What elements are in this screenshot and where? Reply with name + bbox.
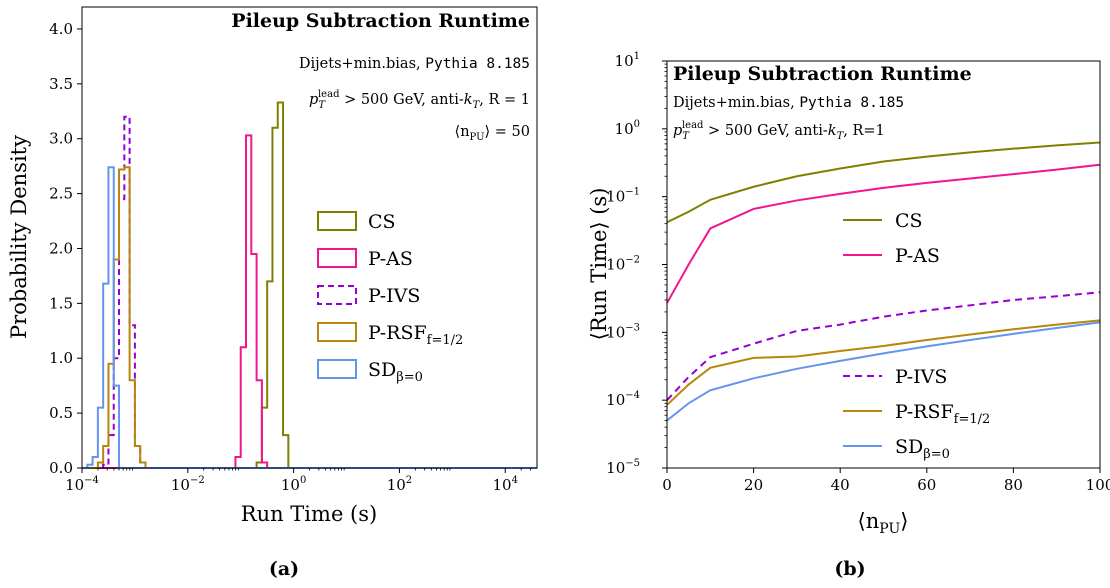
x-tick-label: 100 — [1086, 476, 1110, 494]
y-tick-label: 0.5 — [49, 404, 73, 422]
legend-swatch — [317, 248, 357, 268]
panel-b-annotation-line1: Dijets+min.bias, Pythia 8.185 — [673, 95, 904, 111]
legend-label: SDβ=0 — [368, 359, 423, 385]
x-tick-label: 100 — [281, 475, 306, 494]
histogram-series-0 — [82, 101, 537, 469]
panel-a-y-ticks: 0.0 0.5 1.0 1.5 2.0 2.5 3.0 3.5 4.0 — [49, 20, 82, 477]
y-tick-label: 2.0 — [49, 239, 73, 257]
y-tick-label: 0.0 — [49, 459, 73, 477]
x-tick-label: 60 — [917, 476, 936, 494]
legend-swatch — [317, 285, 357, 305]
panel-a-title: Pileup Subtraction Runtime — [231, 10, 530, 32]
panel-a-histogram-marks — [82, 101, 537, 469]
y-tick-label: 1.5 — [49, 294, 73, 312]
y-tick-label: 10−5 — [606, 458, 640, 477]
y-tick-label: 3.0 — [49, 130, 73, 148]
panel-b-line-chart: 0 20 40 60 80 100 10−510−410−310−210−1100101 … — [587, 51, 1110, 580]
legend-label: P-IVS — [895, 366, 947, 388]
line-series-3 — [666, 319, 1101, 406]
panel-a-x-ticks: 10−4 10−2 100 102 104 — [65, 468, 531, 494]
histogram-series-2 — [82, 115, 537, 469]
legend-label: SDβ=0 — [895, 436, 950, 462]
histogram-series-1 — [82, 134, 537, 469]
y-tick-label: 10−3 — [606, 322, 640, 341]
panel-b-x-axis-label: ⟨nPU⟩ — [858, 509, 909, 537]
panel-b-legend: CS P-AS P-IVS P-RSFf=1/2 SDβ=0 — [843, 210, 990, 462]
histogram-series-3 — [82, 166, 537, 469]
panel-b-title: Pileup Subtraction Runtime — [673, 63, 972, 85]
y-tick-label: 100 — [615, 119, 640, 138]
y-tick-label: 101 — [615, 51, 640, 70]
panel-a-histogram: 10−4 10−2 100 102 104 0.0 0.5 1.0 1.5 2.0 2.5 3.0 3… — [7, 6, 538, 580]
legend-label: P-IVS — [368, 285, 420, 307]
legend-swatch — [317, 322, 357, 342]
panel-a-annotation-line2: pTlead > 500 GeV, anti-kT, R = 1 — [309, 89, 530, 111]
x-tick-label: 40 — [831, 476, 850, 494]
legend-label: P-RSFf=1/2 — [895, 401, 990, 427]
y-tick-label: 1.0 — [49, 349, 73, 367]
y-tick-label: 4.0 — [49, 20, 73, 38]
panel-a-x-axis-label: Run Time (s) — [241, 502, 377, 526]
panel-b-line-marks — [666, 141, 1101, 422]
legend-label: CS — [368, 211, 396, 233]
panel-a-legend: CS P-AS P-IVS P-RSFf=1/2 SDβ=0 — [317, 211, 463, 385]
panel-a-y-axis-label: Probability Density — [7, 135, 31, 339]
legend-label: CS — [895, 210, 923, 232]
line-series-0 — [666, 141, 1101, 224]
legend-label: P-RSFf=1/2 — [368, 322, 463, 348]
x-tick-label: 10−2 — [171, 475, 205, 494]
x-tick-label: 0 — [662, 476, 672, 494]
legend-swatch — [317, 211, 357, 231]
panel-b-label: (b) — [834, 558, 865, 580]
panel-a-annotation-line3: ⟨nPU⟩ = 50 — [455, 124, 530, 143]
histogram-series-4 — [82, 166, 537, 469]
line-series-2 — [666, 291, 1101, 401]
x-tick-label: 104 — [493, 475, 518, 494]
panel-b-y-axis-label: ⟨Run Time⟩ (s) — [587, 188, 611, 341]
x-tick-label: 102 — [387, 475, 412, 494]
x-tick-label: 80 — [1004, 476, 1023, 494]
x-tick-label: 20 — [744, 476, 763, 494]
y-tick-label: 3.5 — [49, 75, 73, 93]
legend-label: P-AS — [895, 245, 940, 267]
x-tick-label: 10−4 — [65, 475, 99, 494]
line-series-4 — [666, 321, 1101, 422]
panel-b-annotation-line2: pTlead > 500 GeV, anti-kT, R=1 — [673, 120, 885, 142]
legend-swatch — [317, 359, 357, 379]
panel-a-label: (a) — [269, 558, 299, 580]
y-tick-label: 10−4 — [606, 390, 640, 409]
legend-label: P-AS — [368, 248, 413, 270]
panel-b-y-ticks: 10−5 10−4 10−3 10−2 10−1 100 101 — [606, 51, 667, 477]
panel-a-annotation-line1: Dijets+min.bias, Pythia 8.185 — [299, 56, 530, 72]
y-tick-label: 2.5 — [49, 185, 73, 203]
panel-b-x-ticks: 0 20 40 60 80 100 — [662, 468, 1110, 494]
line-series-1 — [666, 163, 1101, 304]
panel-a-frame — [81, 6, 538, 469]
y-tick-label: 10−1 — [606, 187, 640, 206]
y-tick-label: 10−2 — [606, 255, 640, 274]
